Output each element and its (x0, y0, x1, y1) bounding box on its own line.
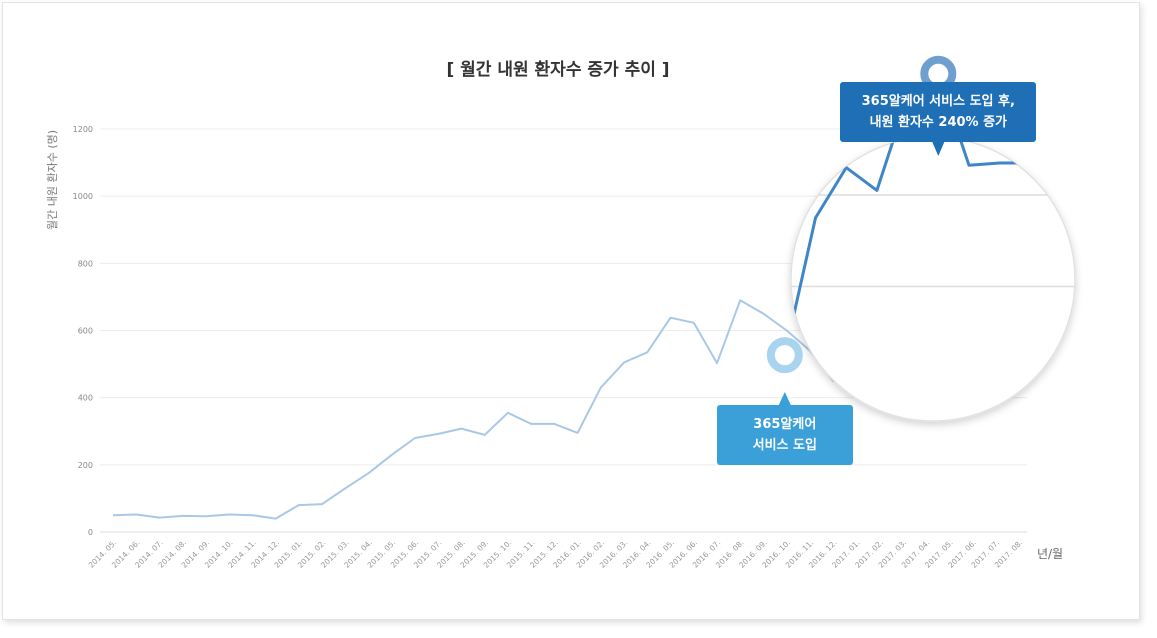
y-tick-label: 400 (78, 394, 93, 403)
zoom-circle (790, 136, 1076, 422)
y-tick-label: 1200 (73, 125, 93, 134)
chart-title: [ 월간 내원 환자수 증가 추이 ] (446, 60, 669, 80)
callout-growth-pointer (932, 142, 945, 156)
zoom-series-line (791, 137, 1031, 357)
marker-service-start (766, 337, 803, 374)
callout-service-start-pointer (778, 392, 791, 405)
callout-growth: 365알케어 서비스 도입 후, 내원 환자수 240% 증가 (840, 82, 1037, 142)
y-axis-ticks: 0 200 400 600 800 1000 1200 (73, 125, 93, 537)
callout-growth-line2: 내원 환자수 240% 증가 (869, 115, 1008, 130)
annotation-markers (766, 55, 957, 405)
y-tick-label: 1000 (73, 192, 93, 201)
y-tick-label: 600 (78, 327, 93, 336)
callout-service-start-line2: 서비스 도입 (752, 438, 817, 453)
callout-service-start: 365알케어 서비스 도입 (716, 405, 853, 465)
y-tick-label: 0 (88, 528, 93, 537)
x-axis-label: 년/월 (1037, 547, 1063, 561)
y-tick-label: 200 (78, 461, 93, 470)
x-axis-ticks: 2014. 05.2014. 06.2014. 07.2014. 08.2014… (87, 538, 1025, 570)
callout-growth-line1: 365알케어 서비스 도입 후, (861, 94, 1015, 109)
callout-service-start-line1: 365알케어 (753, 417, 817, 432)
y-axis-label: 월간 내원 환자수 (명) (46, 130, 59, 230)
y-tick-label: 800 (78, 259, 93, 268)
